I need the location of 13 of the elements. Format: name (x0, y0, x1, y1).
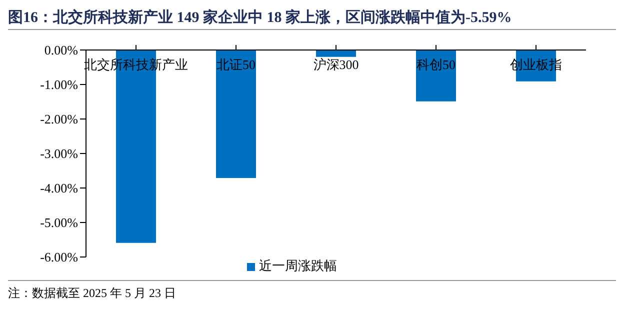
y-tick-label: -1.00% (40, 77, 78, 92)
y-tick-label: -6.00% (40, 250, 78, 265)
chart-title: 图16：北交所科技新产业 149 家企业中 18 家上涨，区间涨跌幅中值为-5.59% (8, 8, 616, 30)
y-tick-label: 0.00% (44, 42, 78, 58)
x-tick-label: 沪深300 (313, 57, 359, 72)
y-tick-label: -5.00% (40, 215, 78, 230)
text: 注：数据截至 2025 年 5 月 23 日 (8, 286, 176, 300)
legend-label: 近一周涨跌幅 (259, 258, 337, 273)
x-tick-label: 北证50 (216, 57, 256, 72)
x-tick-label: 科创50 (416, 57, 456, 72)
y-tick-label: -3.00% (40, 146, 78, 162)
y-tick-label: -4.00% (40, 180, 78, 196)
y-tick-label: -2.00% (40, 112, 78, 127)
